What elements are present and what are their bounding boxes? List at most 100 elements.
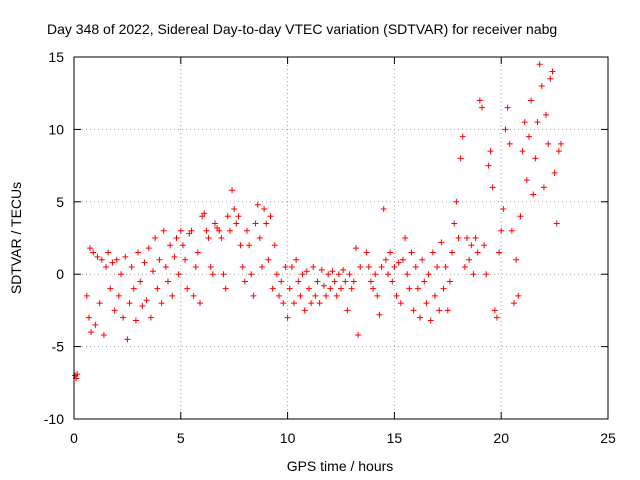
- grid: [74, 57, 608, 419]
- data-point: [515, 292, 522, 299]
- data-point: [376, 311, 383, 318]
- axis-ticks: [73, 56, 609, 420]
- data-point: [85, 314, 92, 321]
- data-point: [461, 263, 468, 270]
- data-point: [224, 213, 231, 220]
- data-point: [314, 278, 321, 285]
- y-tick-label: 10: [48, 121, 64, 137]
- data-point: [250, 292, 257, 299]
- data-point: [340, 266, 347, 273]
- data-point: [393, 292, 400, 299]
- data-point: [502, 126, 509, 133]
- data-point: [558, 140, 565, 147]
- data-point: [132, 317, 139, 324]
- data-point: [374, 292, 381, 299]
- data-point: [293, 256, 300, 263]
- data-point: [83, 292, 90, 299]
- data-point: [233, 220, 240, 227]
- data-point: [229, 187, 236, 194]
- data-point: [485, 162, 492, 169]
- data-point: [446, 278, 453, 285]
- data-point: [453, 198, 460, 205]
- data-point: [282, 263, 289, 270]
- data-point: [143, 297, 150, 304]
- data-point: [150, 268, 157, 275]
- data-point: [235, 213, 242, 220]
- x-axis-label: GPS time / hours: [287, 458, 394, 474]
- data-point: [258, 263, 265, 270]
- y-tick-labels: -10 -5 0 5 10 15: [44, 49, 64, 427]
- y-tick-label: -10: [44, 411, 64, 427]
- data-point: [291, 300, 298, 307]
- data-point: [391, 263, 398, 270]
- data-point: [466, 256, 473, 263]
- data-point: [160, 227, 167, 234]
- data-point: [152, 235, 159, 241]
- data-point: [519, 148, 526, 155]
- data-point: [387, 249, 394, 256]
- chart-title: Day 348 of 2022, Sidereal Day-to-day VTE…: [47, 21, 557, 37]
- data-point: [378, 263, 385, 270]
- data-point: [216, 227, 223, 234]
- data-point: [128, 263, 135, 270]
- data-point: [295, 278, 302, 285]
- data-point: [288, 263, 295, 270]
- data-point: [286, 285, 293, 292]
- data-point: [244, 227, 251, 234]
- data-point: [472, 235, 479, 241]
- data-point: [269, 285, 276, 292]
- data-point: [231, 206, 238, 213]
- data-point: [218, 235, 225, 241]
- data-point: [370, 285, 377, 292]
- data-point: [137, 278, 144, 285]
- data-point: [455, 235, 462, 241]
- data-point: [449, 249, 456, 256]
- data-point: [346, 271, 353, 278]
- data-point: [429, 249, 436, 256]
- data-point: [94, 253, 101, 260]
- data-point: [397, 300, 404, 307]
- data-point: [92, 321, 99, 328]
- data-point: [192, 263, 199, 270]
- data-point: [171, 253, 178, 260]
- x-tick-label: 15: [387, 430, 403, 446]
- data-point: [395, 259, 402, 266]
- data-point: [506, 140, 513, 147]
- data-point: [156, 256, 163, 263]
- data-point: [555, 148, 562, 155]
- data-point: [139, 303, 146, 310]
- data-point: [427, 317, 434, 324]
- data-point: [194, 249, 201, 256]
- data-point: [481, 242, 488, 249]
- data-point: [451, 220, 458, 227]
- data-point: [222, 285, 229, 292]
- data-point: [423, 300, 430, 307]
- data-point: [303, 268, 310, 275]
- data-point: [256, 235, 263, 241]
- data-point: [179, 242, 186, 249]
- data-point: [205, 235, 212, 241]
- data-point: [141, 259, 148, 266]
- data-point: [248, 271, 255, 278]
- data-point: [468, 242, 475, 249]
- data-point: [107, 285, 114, 292]
- data-point: [436, 307, 443, 314]
- data-point: [320, 282, 327, 289]
- data-point: [158, 300, 165, 307]
- data-point: [338, 285, 344, 292]
- data-point: [442, 263, 449, 270]
- data-point: [491, 307, 498, 314]
- data-point: [246, 242, 253, 249]
- data-point: [318, 266, 325, 273]
- data-point: [348, 285, 355, 292]
- data-point: [203, 227, 210, 234]
- data-point: [508, 227, 515, 234]
- data-point: [117, 271, 124, 278]
- data-point: [312, 292, 319, 299]
- data-point: [254, 201, 261, 208]
- data-point: [382, 256, 389, 263]
- data-point: [545, 140, 552, 147]
- data-point: [504, 104, 511, 111]
- data-point: [316, 300, 323, 307]
- data-point: [184, 285, 191, 292]
